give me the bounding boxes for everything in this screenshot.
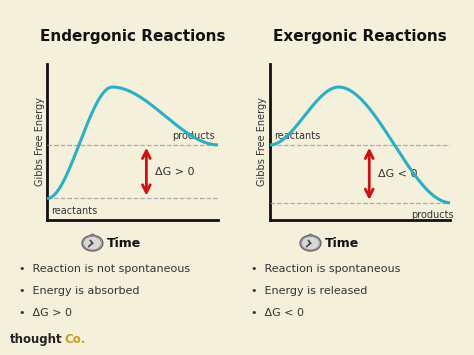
Text: •  Reaction is spontaneous: • Reaction is spontaneous <box>251 264 401 274</box>
Text: Exergonic Reactions: Exergonic Reactions <box>273 29 447 44</box>
Text: thought: thought <box>9 333 62 346</box>
Text: Time: Time <box>107 237 141 250</box>
Text: ΔG > 0: ΔG > 0 <box>155 166 194 177</box>
Text: reactants: reactants <box>51 206 97 215</box>
Text: Endergonic Reactions: Endergonic Reactions <box>40 29 226 44</box>
Text: ΔG < 0: ΔG < 0 <box>378 169 418 179</box>
Text: Time: Time <box>325 237 359 250</box>
Text: products: products <box>172 131 215 141</box>
Text: •  ΔG < 0: • ΔG < 0 <box>251 308 304 318</box>
Text: •  Energy is released: • Energy is released <box>251 286 368 296</box>
Y-axis label: Gibbs Free Energy: Gibbs Free Energy <box>35 98 45 186</box>
Text: •  ΔG > 0: • ΔG > 0 <box>19 308 72 318</box>
Text: reactants: reactants <box>274 131 320 141</box>
Text: Co.: Co. <box>64 333 85 346</box>
Text: •  Reaction is not spontaneous: • Reaction is not spontaneous <box>19 264 190 274</box>
Text: products: products <box>410 210 453 220</box>
Text: •  Energy is absorbed: • Energy is absorbed <box>19 286 139 296</box>
Y-axis label: Gibbs Free Energy: Gibbs Free Energy <box>257 98 267 186</box>
